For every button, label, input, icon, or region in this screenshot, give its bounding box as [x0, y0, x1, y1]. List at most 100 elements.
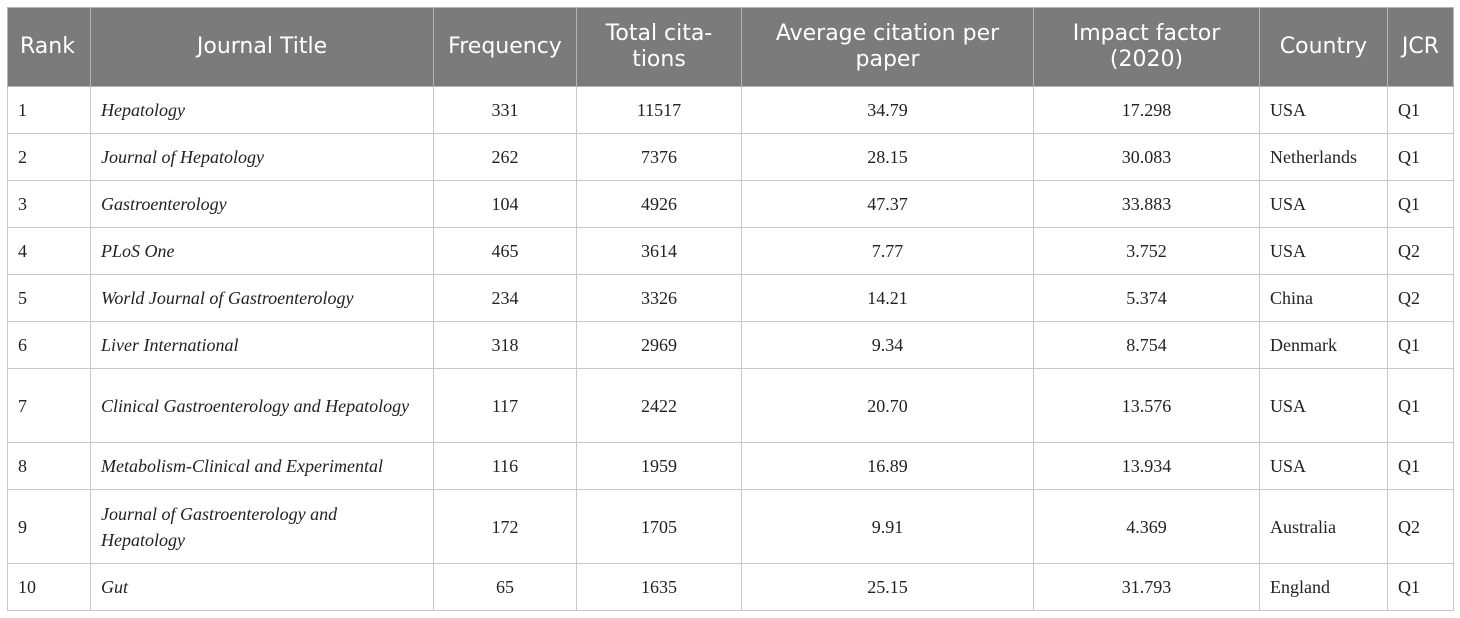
impact-factor-cell: 33.883 [1033, 180, 1260, 228]
rank-cell: 4 [7, 227, 91, 275]
jcr-cell: Q2 [1387, 489, 1454, 564]
impact-factor-cell: 17.298 [1033, 86, 1260, 134]
journal-title-cell: Liver International [90, 321, 434, 369]
country-cell: USA [1259, 442, 1388, 490]
frequency-cell: 234 [433, 274, 577, 322]
frequency-cell: 116 [433, 442, 577, 490]
table-row: 3 Gastroenterology 104 4926 47.37 33.883… [7, 180, 1454, 228]
table-row: 2 Journal of Hepatology 262 7376 28.15 3… [7, 133, 1454, 181]
header-frequency: Frequency [433, 7, 577, 87]
jcr-cell: Q1 [1387, 442, 1454, 490]
country-cell: Denmark [1259, 321, 1388, 369]
frequency-cell: 465 [433, 227, 577, 275]
average-citation-cell: 25.15 [741, 563, 1034, 611]
journal-title-cell: World Journal of Gastroenterology [90, 274, 434, 322]
rank-cell: 7 [7, 368, 91, 443]
table-row: 6 Liver International 318 2969 9.34 8.75… [7, 321, 1454, 369]
header-total-citations: Total cita-tions [576, 7, 742, 87]
rank-cell: 5 [7, 274, 91, 322]
total-citations-cell: 2969 [576, 321, 742, 369]
header-rank: Rank [7, 7, 91, 87]
frequency-cell: 65 [433, 563, 577, 611]
country-cell: England [1259, 563, 1388, 611]
country-cell: USA [1259, 368, 1388, 443]
jcr-cell: Q1 [1387, 368, 1454, 443]
table-row: 8 Metabolism-Clinical and Experimental 1… [7, 442, 1454, 490]
jcr-cell: Q1 [1387, 133, 1454, 181]
journal-title-cell: PLoS One [90, 227, 434, 275]
table-row: 9 Journal of Gastroenterology and Hepato… [7, 489, 1454, 564]
total-citations-cell: 2422 [576, 368, 742, 443]
jcr-cell: Q1 [1387, 180, 1454, 228]
average-citation-cell: 34.79 [741, 86, 1034, 134]
average-citation-cell: 14.21 [741, 274, 1034, 322]
rank-cell: 9 [7, 489, 91, 564]
average-citation-cell: 28.15 [741, 133, 1034, 181]
table-row: 5 World Journal of Gastroenterology 234 … [7, 274, 1454, 322]
impact-factor-cell: 5.374 [1033, 274, 1260, 322]
journal-title-cell: Metabolism-Clinical and Experimental [90, 442, 434, 490]
total-citations-cell: 4926 [576, 180, 742, 228]
header-row: Rank Journal Title Frequency Total cita-… [7, 7, 1454, 87]
average-citation-cell: 20.70 [741, 368, 1034, 443]
impact-factor-cell: 3.752 [1033, 227, 1260, 275]
journal-title-cell: Gut [90, 563, 434, 611]
journal-title-cell: Hepatology [90, 86, 434, 134]
journal-title-cell: Journal of Hepatology [90, 133, 434, 181]
country-cell: USA [1259, 86, 1388, 134]
country-cell: Australia [1259, 489, 1388, 564]
average-citation-cell: 7.77 [741, 227, 1034, 275]
total-citations-cell: 11517 [576, 86, 742, 134]
table-row: 4 PLoS One 465 3614 7.77 3.752 USA Q2 [7, 227, 1454, 275]
average-citation-cell: 47.37 [741, 180, 1034, 228]
journal-title-cell: Journal of Gastroenterology and Hepatolo… [90, 489, 434, 564]
average-citation-cell: 16.89 [741, 442, 1034, 490]
frequency-cell: 104 [433, 180, 577, 228]
impact-factor-cell: 8.754 [1033, 321, 1260, 369]
impact-factor-cell: 30.083 [1033, 133, 1260, 181]
rank-cell: 3 [7, 180, 91, 228]
table-row: 7 Clinical Gastroenterology and Hepatolo… [7, 368, 1454, 443]
header-jcr: JCR [1387, 7, 1454, 87]
jcr-cell: Q1 [1387, 321, 1454, 369]
header-country: Country [1259, 7, 1388, 87]
frequency-cell: 172 [433, 489, 577, 564]
total-citations-cell: 3614 [576, 227, 742, 275]
impact-factor-cell: 31.793 [1033, 563, 1260, 611]
table-row: 1 Hepatology 331 11517 34.79 17.298 USA … [7, 86, 1454, 134]
country-cell: USA [1259, 227, 1388, 275]
average-citation-cell: 9.34 [741, 321, 1034, 369]
country-cell: China [1259, 274, 1388, 322]
frequency-cell: 318 [433, 321, 577, 369]
rank-cell: 8 [7, 442, 91, 490]
header-impact-factor: Impact factor (2020) [1033, 7, 1260, 87]
rank-cell: 2 [7, 133, 91, 181]
total-citations-cell: 1635 [576, 563, 742, 611]
header-journal-title: Journal Title [90, 7, 434, 87]
frequency-cell: 262 [433, 133, 577, 181]
impact-factor-cell: 4.369 [1033, 489, 1260, 564]
jcr-cell: Q1 [1387, 86, 1454, 134]
frequency-cell: 331 [433, 86, 577, 134]
journal-title-cell: Gastroenterology [90, 180, 434, 228]
jcr-cell: Q1 [1387, 563, 1454, 611]
rank-cell: 10 [7, 563, 91, 611]
journal-title-cell: Clinical Gastroenterology and Hepatology [90, 368, 434, 443]
jcr-cell: Q2 [1387, 227, 1454, 275]
average-citation-cell: 9.91 [741, 489, 1034, 564]
rank-cell: 6 [7, 321, 91, 369]
impact-factor-cell: 13.934 [1033, 442, 1260, 490]
impact-factor-cell: 13.576 [1033, 368, 1260, 443]
total-citations-cell: 1705 [576, 489, 742, 564]
table-row: 10 Gut 65 1635 25.15 31.793 England Q1 [7, 563, 1454, 611]
total-citations-cell: 7376 [576, 133, 742, 181]
frequency-cell: 117 [433, 368, 577, 443]
total-citations-cell: 1959 [576, 442, 742, 490]
country-cell: USA [1259, 180, 1388, 228]
rank-cell: 1 [7, 86, 91, 134]
header-average-citation: Average citation per paper [741, 7, 1034, 87]
jcr-cell: Q2 [1387, 274, 1454, 322]
journals-table: Rank Journal Title Frequency Total cita-… [7, 7, 1454, 611]
total-citations-cell: 3326 [576, 274, 742, 322]
country-cell: Netherlands [1259, 133, 1388, 181]
